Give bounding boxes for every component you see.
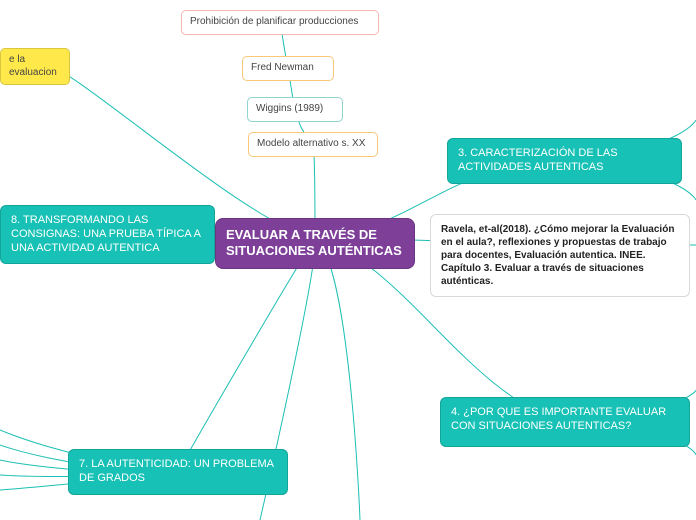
node-p4[interactable]: Modelo alternativo s. XX <box>248 132 378 157</box>
node-n8[interactable]: 8. TRANSFORMANDO LAS CONSIGNAS: UNA PRUE… <box>0 205 215 264</box>
node-p1[interactable]: Prohibición de planificar producciones <box>181 10 379 35</box>
node-p2[interactable]: Fred Newman <box>242 56 334 81</box>
node-n3[interactable]: 3. CARACTERIZACIÓN DE LAS ACTIVIDADES AU… <box>447 138 682 184</box>
center-node[interactable]: EVALUAR A TRAVÉS DE SITUACIONES AUTÉNTIC… <box>215 218 415 269</box>
node-ev[interactable]: e la evaluacion <box>0 48 70 85</box>
mindmap-canvas: EVALUAR A TRAVÉS DE SITUACIONES AUTÉNTIC… <box>0 0 696 520</box>
node-n7[interactable]: 7. LA AUTENTICIDAD: UN PROBLEMA DE GRADO… <box>68 449 288 495</box>
node-p3[interactable]: Wiggins (1989) <box>247 97 343 122</box>
edge <box>315 239 360 520</box>
node-n4[interactable]: 4. ¿POR QUE ES IMPORTANTE EVALUAR CON SI… <box>440 397 690 447</box>
edge <box>178 239 315 472</box>
node-ref[interactable]: Ravela, et-al(2018). ¿Cómo mejorar la Ev… <box>430 214 690 297</box>
